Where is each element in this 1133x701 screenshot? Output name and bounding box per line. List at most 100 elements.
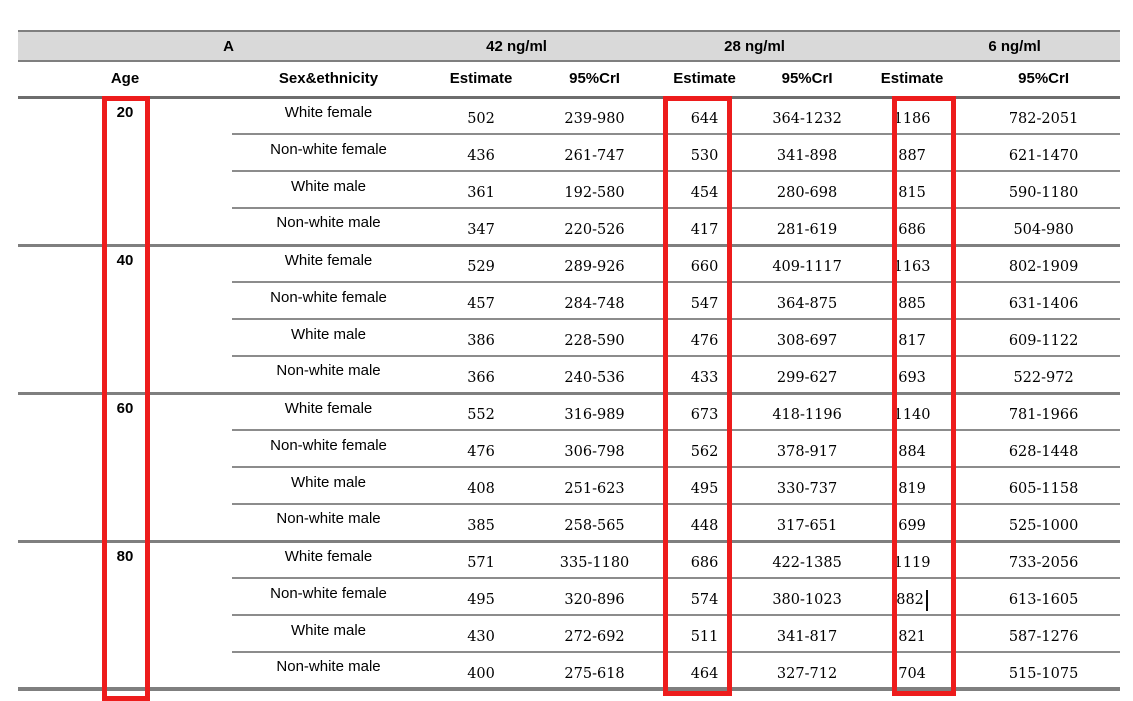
age-cell: [95, 356, 155, 393]
spacer-cell: [155, 652, 232, 691]
estimate-28-cell: 547: [652, 281, 758, 319]
cri-42-cell: 320-896: [537, 577, 653, 615]
spacer-cell: [155, 539, 232, 578]
age-cell: [95, 578, 155, 615]
estimate-28-cell: 562: [652, 429, 758, 467]
estimate-42-cell: 366: [425, 355, 538, 393]
estimate-42-cell: 457: [425, 281, 538, 319]
estimate-6-cell: 884: [857, 429, 968, 467]
cri-6-cell: 609-1122: [967, 318, 1121, 356]
estimate-6-cell: 1186: [893, 111, 931, 128]
estimate-28-cell: 476: [652, 318, 758, 356]
table-row: White male 408 251-623 495 330-737 819 6…: [18, 466, 1121, 504]
sex-ethnicity-cell: White male: [232, 318, 426, 356]
table-row: White male 430 272-692 511 341-817 821 5…: [18, 614, 1121, 652]
left-margin-cell: [18, 430, 95, 467]
concentration-header-row: A 42 ng/ml 28 ng/ml 6 ng/ml: [18, 30, 1121, 62]
table-row: Non-white female 457 284-748 547 364-875…: [18, 281, 1121, 319]
left-margin-cell: [18, 97, 95, 134]
col-header-empty: [18, 61, 95, 99]
sex-ethnicity-cell: White female: [232, 243, 426, 282]
spacer-cell: [155, 97, 232, 134]
cri-28-cell: 327-712: [757, 651, 858, 691]
estimate-42-cell: 436: [425, 133, 538, 171]
table-row: Non-white female 476 306-798 562 378-917…: [18, 429, 1121, 467]
cri-6-cell: 781-1966: [967, 391, 1121, 430]
estimate-6-cell: 815: [857, 170, 968, 208]
left-margin-cell: [18, 615, 95, 652]
table-row: 40 White female 529 289-926 660 409-1117…: [18, 243, 1121, 282]
table-row: 20 White female 502 239-980 644 364-1232…: [18, 97, 1120, 134]
left-margin-cell: [18, 504, 95, 541]
estimate-6-cell: 1119: [857, 539, 968, 578]
estimate-6-cell: 817: [857, 318, 968, 356]
sex-ethnicity-cell: Non-white male: [232, 207, 426, 245]
estimate-42-cell: 408: [425, 466, 538, 504]
table-row: Non-white male 366 240-536 433 299-627 6…: [18, 355, 1121, 393]
estimate-42-cell: 495: [425, 577, 538, 615]
cri-6-cell: 605-1158: [967, 466, 1121, 504]
sex-ethnicity-cell: White male: [232, 614, 426, 652]
estimate-28-cell: 574: [652, 577, 758, 615]
cri-6-cell: 802-1909: [967, 243, 1121, 282]
table-row: Non-white female 495 320-896 574 380-102…: [18, 577, 1121, 615]
estimate-28-cell: 660: [652, 243, 758, 282]
cri-28-cell: 281-619: [757, 207, 858, 245]
estimate-28-cell: 511: [652, 614, 758, 652]
age-cell: 60: [95, 391, 155, 430]
cri-42-cell: 240-536: [537, 355, 653, 393]
estimate-28-cell: 644: [690, 111, 719, 128]
table-row: 80 White female 571 335-1180 686 422-138…: [18, 539, 1121, 578]
left-margin-cell: [18, 539, 95, 578]
sex-ethnicity-cell: White male: [232, 170, 426, 208]
age-cell: 40: [95, 243, 155, 282]
cri-42-cell: 284-748: [537, 281, 653, 319]
sex-ethnicity-cell: Non-white female: [232, 281, 426, 319]
cri-42-cell: 192-580: [537, 170, 653, 208]
age-cell: 80: [95, 539, 155, 578]
left-margin-cell: [18, 356, 95, 393]
estimate-28-cell: 454: [652, 170, 758, 208]
cri-6-cell: 782-2051: [1008, 111, 1079, 128]
estimate-6-cell: 686: [857, 207, 968, 245]
estimate-42-cell: 552: [425, 391, 538, 430]
estimate-6-cell: 1163: [857, 243, 968, 282]
cri-42-cell: 261-747: [537, 133, 653, 171]
age-cell: [95, 430, 155, 467]
estimate-6-cell: 704: [857, 651, 968, 691]
spacer-cell: [155, 467, 232, 504]
estimate-6-cell: 821: [857, 614, 968, 652]
cri-28-cell: 418-1196: [757, 391, 858, 430]
cri-6-cell: 631-1406: [967, 281, 1121, 319]
age-cell: [95, 208, 155, 245]
sex-ethnicity-cell: White female: [232, 539, 426, 578]
left-margin-cell: [18, 578, 95, 615]
spacer-cell: [155, 430, 232, 467]
cri-42-cell: 228-590: [537, 318, 653, 356]
cri-28-cell: 308-697: [757, 318, 858, 356]
table-row: Non-white male 385 258-565 448 317-651 6…: [18, 503, 1121, 541]
cri-6-cell: 504-980: [967, 207, 1121, 245]
sex-ethnicity-cell: Non-white male: [232, 355, 426, 393]
cri-42-cell: 289-926: [537, 243, 653, 282]
estimate-6-cell: 887: [857, 133, 968, 171]
panel-label: A: [18, 30, 426, 62]
cri-28-cell: 280-698: [757, 170, 858, 208]
sex-ethnicity-cell: Non-white male: [232, 503, 426, 541]
age-cell: [95, 615, 155, 652]
sex-ethnicity-cell: Non-white female: [232, 133, 426, 171]
spacer-cell: [155, 356, 232, 393]
cri-42-cell: 251-623: [537, 466, 653, 504]
estimate-42-cell: 571: [425, 539, 538, 578]
spacer-cell: [155, 208, 232, 245]
concentration-header-42: 42 ng/ml: [425, 30, 653, 62]
spacer-cell: [155, 171, 232, 208]
table-row: Non-white male 347 220-526 417 281-619 6…: [18, 207, 1121, 245]
spacer-cell: [155, 578, 232, 615]
sex-ethnicity-cell: White female: [284, 103, 373, 121]
estimate-6-cell: 819: [857, 466, 968, 504]
estimate-28-cell: 673: [652, 391, 758, 430]
col-header-spacer: [155, 61, 232, 99]
cri-28-cell: 364-1232: [772, 111, 842, 128]
